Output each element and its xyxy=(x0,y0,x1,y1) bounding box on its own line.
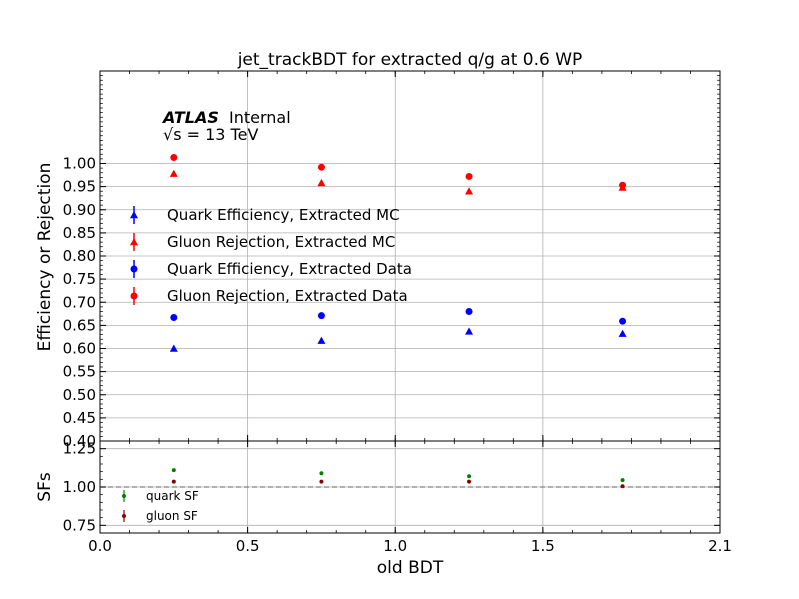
legend-marker xyxy=(130,238,138,246)
data-point-gluon-sf xyxy=(467,479,472,484)
bottom-legend: quark SF gluon SF xyxy=(122,489,199,523)
data-point-quark-efficiency-extracted-data xyxy=(317,312,325,320)
energy-label: √s = 13 TeV xyxy=(163,125,258,144)
data-point-gluon-rejection-extracted-mc xyxy=(317,178,326,187)
data-point-quark-efficiency-extracted-mc xyxy=(169,344,178,352)
legend-marker xyxy=(122,514,126,518)
data-point-gluon-rejection-extracted-mc xyxy=(465,187,474,195)
data-point-quark-sf xyxy=(620,478,625,483)
top-data-points xyxy=(169,153,627,352)
top-y-tick-label: 0.70 xyxy=(63,293,96,311)
legend-marker xyxy=(130,265,138,273)
data-point-quark-efficiency-extracted-mc xyxy=(465,327,474,335)
bottom-axis-ticks: 0.0 0.5 1.0 1.5 2.1 0.75 1.00 1.25 xyxy=(63,440,732,555)
legend-marker xyxy=(122,494,126,498)
legend-marker xyxy=(130,211,138,219)
top-gridlines xyxy=(100,71,720,441)
data-point-gluon-sf xyxy=(171,479,176,484)
top-y-tick-label: 0.85 xyxy=(63,224,96,242)
bottom-y-tick-label: 1.00 xyxy=(63,478,96,496)
data-point-gluon-rejection-extracted-mc xyxy=(169,169,178,177)
x-tick-label: 0.0 xyxy=(88,537,112,555)
top-y-tick-label: 0.95 xyxy=(63,178,96,196)
top-axis-ticks: 0.40 0.45 0.50 0.55 0.60 0.65 0.70 0.75 0.80 0.85… xyxy=(63,71,721,450)
top-y-tick-label: 0.80 xyxy=(63,247,96,265)
top-y-tick-label: 0.60 xyxy=(63,340,96,358)
legend-label: quark SF xyxy=(146,489,199,503)
x-axis-label: old BDT xyxy=(377,558,444,578)
bottom-y-axis-label: SFs xyxy=(35,472,55,502)
top-y-tick-label: 1.00 xyxy=(63,155,96,173)
top-y-axis-label: Efficiency or Rejection xyxy=(35,163,55,352)
legend-label: Quark Efficiency, Extracted MC xyxy=(167,206,400,224)
x-tick-label: 2.1 xyxy=(708,537,732,555)
x-tick-label: 1.0 xyxy=(383,537,407,555)
data-point-quark-sf xyxy=(319,471,324,476)
bottom-y-tick-label: 0.75 xyxy=(63,516,96,534)
legend-label: Quark Efficiency, Extracted Data xyxy=(167,260,412,278)
atlas-label: ATLAS xyxy=(161,108,219,127)
top-y-tick-label: 0.50 xyxy=(63,386,96,404)
data-point-gluon-rejection-extracted-data xyxy=(465,172,473,180)
top-y-tick-label: 0.55 xyxy=(63,363,96,381)
data-point-quark-sf xyxy=(171,468,176,473)
data-point-quark-sf xyxy=(467,474,472,479)
data-point-quark-efficiency-extracted-data xyxy=(619,317,627,325)
x-tick-label: 1.5 xyxy=(531,537,555,555)
data-point-quark-efficiency-extracted-mc xyxy=(317,336,326,344)
data-point-quark-efficiency-extracted-data xyxy=(170,314,178,322)
bottom-y-tick-label: 1.25 xyxy=(63,440,96,458)
data-point-gluon-rejection-extracted-data xyxy=(619,181,627,189)
internal-label: Internal xyxy=(229,108,291,127)
data-point-gluon-sf xyxy=(319,479,324,484)
top-legend: Quark Efficiency, Extracted MC Gluon Reje… xyxy=(130,206,412,305)
top-y-tick-label: 0.45 xyxy=(63,409,96,427)
x-tick-label: 0.5 xyxy=(236,537,260,555)
top-y-tick-label: 0.65 xyxy=(63,316,96,334)
data-point-quark-efficiency-extracted-data xyxy=(465,308,473,315)
legend-label: Gluon Rejection, Extracted MC xyxy=(167,233,395,251)
top-y-tick-label: 0.40 xyxy=(63,432,96,450)
legend-label: Gluon Rejection, Extracted Data xyxy=(167,287,408,305)
data-point-gluon-rejection-extracted-data xyxy=(317,163,325,171)
chart-title: jet_trackBDT for extracted q/g at 0.6 WP xyxy=(237,50,583,70)
data-point-gluon-rejection-extracted-data xyxy=(170,153,178,161)
top-y-tick-label: 0.75 xyxy=(63,270,96,288)
legend-marker xyxy=(130,292,138,300)
top-y-tick-label: 0.90 xyxy=(63,201,96,219)
bottom-data-points xyxy=(171,468,625,489)
legend-label: gluon SF xyxy=(146,509,198,523)
data-point-quark-efficiency-extracted-mc xyxy=(618,329,627,337)
data-point-gluon-sf xyxy=(620,484,625,489)
